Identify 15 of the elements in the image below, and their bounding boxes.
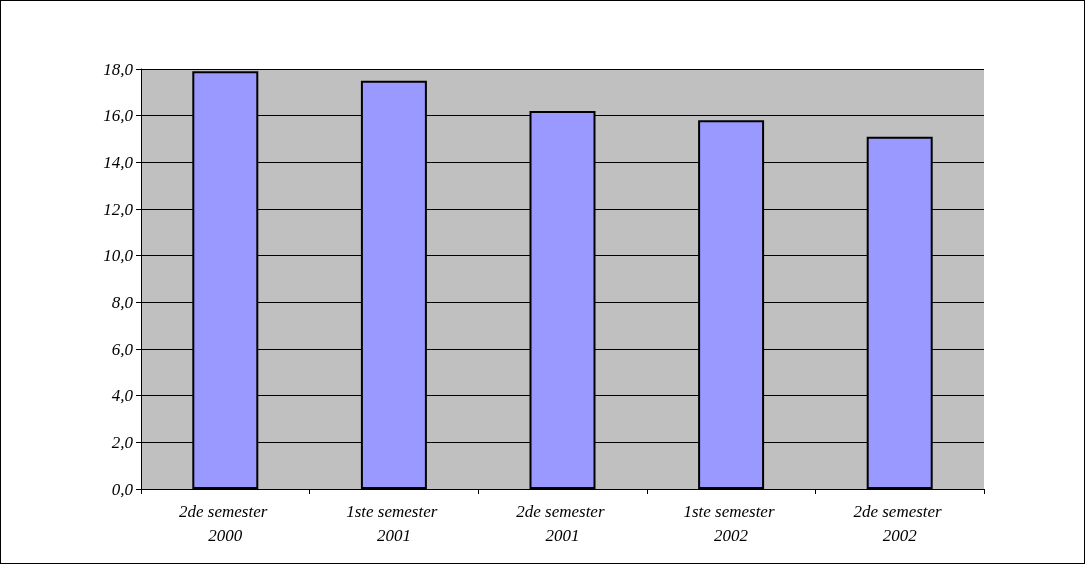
y-tick-label: 2,0 [111,432,134,452]
y-tick-label: 12,0 [103,199,134,219]
y-tick-label: 18,0 [103,59,134,79]
y-tick-label: 6,0 [111,339,134,359]
x-tick-label: 2de semester 2001 [516,501,609,545]
y-tick-label: 14,0 [103,152,134,172]
x-tick-label: 1ste semester 2001 [346,501,442,545]
x-tick-label: 2de semester 2000 [179,501,272,545]
y-tick-label: 10,0 [103,246,134,266]
x-tick-label: 1ste semester 2002 [683,501,779,545]
y-tick-label: 4,0 [111,386,134,406]
y-tick-label: 0,0 [111,479,134,499]
y-tick-label: 16,0 [103,106,134,126]
x-tick-label: 2de semester 2002 [853,501,946,545]
y-tick-label: 8,0 [111,292,134,312]
